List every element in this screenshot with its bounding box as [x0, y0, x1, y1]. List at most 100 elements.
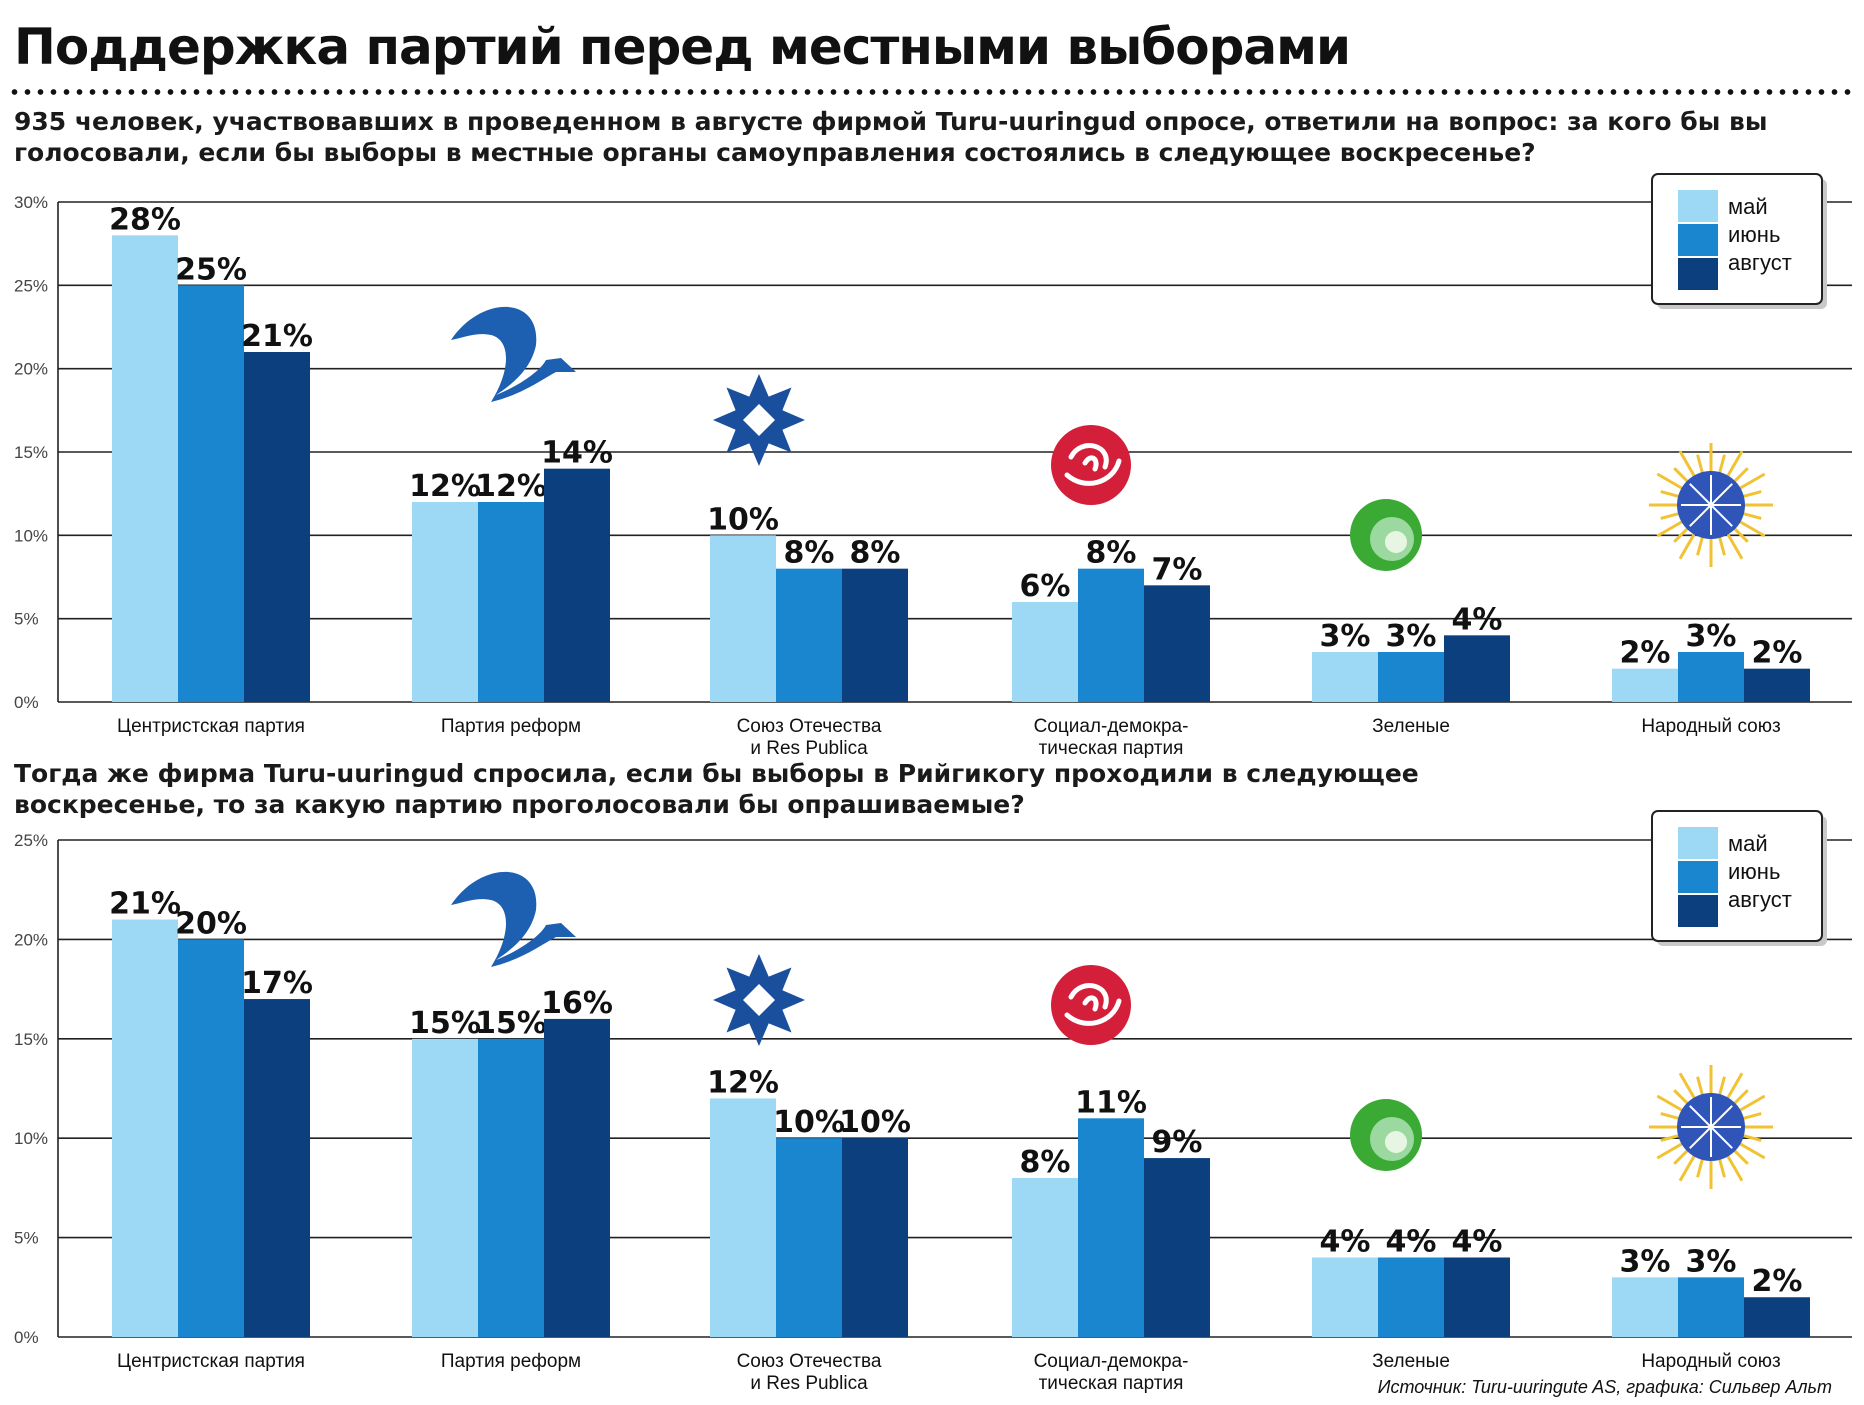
bar-value-label: 4%: [1452, 1224, 1503, 1259]
bar: [1744, 668, 1810, 702]
bar: [544, 468, 610, 702]
y-tick-label: 30%: [14, 193, 48, 212]
greens-logo: [1350, 1099, 1422, 1171]
bar: [178, 939, 244, 1337]
bar-value-label: 3%: [1620, 1244, 1671, 1279]
bar: [1744, 1297, 1810, 1337]
logo-rose: [1051, 965, 1131, 1045]
legend-swatch: [1678, 190, 1718, 222]
category-label: тическая партия: [1039, 1373, 1184, 1394]
category-label: Социал-демокра-: [1034, 716, 1189, 737]
bar-value-label: 3%: [1686, 619, 1737, 654]
y-tick-label: 10%: [14, 526, 48, 545]
bar: [710, 1098, 776, 1337]
legend-swatch: [1678, 895, 1718, 927]
bar: [412, 1038, 478, 1337]
bar-value-label: 3%: [1686, 1244, 1737, 1279]
y-tick-label: 5%: [14, 610, 39, 629]
bar-value-label: 10%: [839, 1105, 911, 1140]
bar-value-label: 16%: [541, 986, 613, 1021]
reform-party-logo: [451, 306, 576, 402]
irl-logo: [713, 374, 805, 466]
bar-value-label: 12%: [409, 469, 481, 504]
bar: [776, 1138, 842, 1337]
bar-value-label: 14%: [541, 436, 613, 471]
dotted-divider: [8, 88, 1854, 96]
bar: [1444, 1257, 1510, 1337]
bar: [1078, 568, 1144, 702]
category-label: Союз Отечества: [737, 1351, 882, 1372]
y-tick-label: 25%: [14, 276, 48, 295]
bar-value-label: 10%: [707, 502, 779, 537]
logo-cornflower-petal: [1689, 1105, 1712, 1128]
bar-value-label: 4%: [1386, 1224, 1437, 1259]
bar: [1012, 1177, 1078, 1337]
bar: [1144, 1158, 1210, 1337]
bar-value-label: 8%: [1020, 1145, 1071, 1180]
bar-value-label: 21%: [109, 887, 181, 922]
category-label: Социал-демокра-: [1034, 1351, 1189, 1372]
y-tick-label: 10%: [14, 1129, 48, 1148]
legend-label: май: [1728, 831, 1768, 856]
bar: [1012, 602, 1078, 702]
y-tick-label: 20%: [14, 930, 48, 949]
bar: [478, 1038, 544, 1337]
reform-party-logo: [451, 871, 576, 967]
category-label: и Res Publica: [750, 1373, 868, 1394]
question-1-text: 935 человек, участвовавших в проведенном…: [14, 107, 1768, 167]
logo-squirrel: [451, 306, 576, 402]
legend-label: июнь: [1728, 859, 1780, 884]
bar-value-label: 28%: [109, 202, 181, 237]
bar-value-label: 20%: [175, 906, 247, 941]
bar-value-label: 11%: [1075, 1085, 1147, 1120]
bar-value-label: 15%: [409, 1006, 481, 1041]
bar: [178, 285, 244, 702]
bar: [112, 235, 178, 703]
bar: [1678, 652, 1744, 702]
bar-value-label: 3%: [1320, 619, 1371, 654]
y-tick-label: 25%: [14, 831, 48, 850]
y-tick-label: 0%: [14, 693, 39, 712]
bar-value-label: 4%: [1320, 1224, 1371, 1259]
logo-rose-petals: [1064, 983, 1122, 1026]
legend-swatch: [1678, 827, 1718, 859]
bar-value-label: 12%: [707, 1065, 779, 1100]
bar: [1612, 668, 1678, 702]
legend-label: август: [1728, 887, 1792, 912]
bar-value-label: 17%: [241, 966, 313, 1001]
bar: [478, 502, 544, 702]
y-tick-label: 5%: [14, 1229, 39, 1248]
bar: [710, 535, 776, 702]
social-democrats-logo: [1051, 965, 1131, 1045]
source-credit: Источник: Turu-uuringute AS, графика: Си…: [1377, 1377, 1832, 1397]
bar-value-label: 6%: [1020, 569, 1071, 604]
bar: [1378, 1257, 1444, 1337]
y-tick-label: 20%: [14, 360, 48, 379]
bar-value-label: 3%: [1386, 619, 1437, 654]
logo-cornflower-petal: [1710, 1105, 1733, 1128]
category-label: Партия реформ: [441, 1351, 581, 1372]
bar-value-label: 2%: [1752, 636, 1803, 671]
category-label: Народный союз: [1641, 716, 1780, 737]
bar-value-label: 4%: [1452, 602, 1503, 637]
bar-value-label: 10%: [773, 1105, 845, 1140]
bar: [1312, 652, 1378, 702]
y-tick-label: 15%: [14, 443, 48, 462]
bar-value-label: 2%: [1752, 1264, 1803, 1299]
category-label: и Res Publica: [750, 738, 868, 759]
bar: [1312, 1257, 1378, 1337]
bar-value-label: 2%: [1620, 636, 1671, 671]
bar-value-label: 25%: [175, 252, 247, 287]
chart-riigikogu-elections: 0% 5% 10% 15% 20% 25% 21% 15% 12% 8% 4% 3% 20% 15% 10%…: [14, 810, 1852, 1394]
logo-star-center: [743, 404, 775, 436]
bar: [1144, 585, 1210, 702]
question-2-text: Тогда же фирма Turu-uuringud спросила, е…: [14, 759, 1419, 819]
category-label: Центристская партия: [117, 1351, 305, 1372]
chart-local-elections: 0% 5% 10% 15% 20% 25% 30% 28% 12% 10% 6% 3% 2% 25% 12%…: [14, 173, 1852, 759]
bar: [776, 568, 842, 702]
category-label: Народный союз: [1641, 1351, 1780, 1372]
category-label: Партия реформ: [441, 716, 581, 737]
bar-value-label: 8%: [1086, 536, 1137, 571]
bar-value-label: 12%: [475, 469, 547, 504]
logo-cornflower-petal: [1689, 1126, 1712, 1149]
